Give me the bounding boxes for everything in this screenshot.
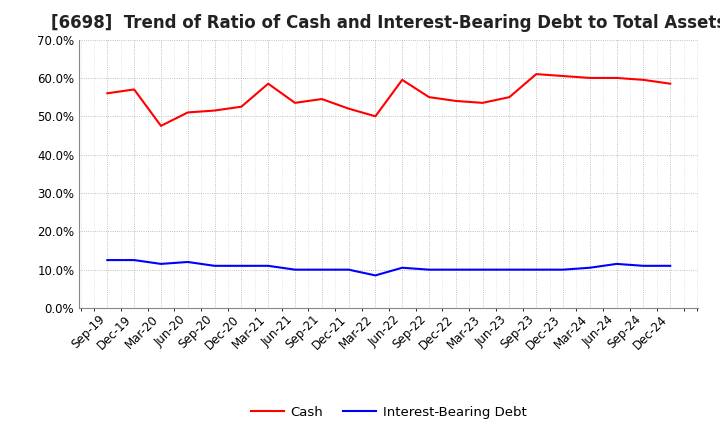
Cash xyxy=(425,95,433,100)
Cash xyxy=(371,114,379,119)
Interest-Bearing Debt xyxy=(451,267,460,272)
Interest-Bearing Debt xyxy=(585,265,594,270)
Interest-Bearing Debt xyxy=(532,267,541,272)
Cash xyxy=(585,75,594,81)
Interest-Bearing Debt xyxy=(666,263,675,268)
Interest-Bearing Debt xyxy=(130,257,138,263)
Cash xyxy=(532,71,541,77)
Interest-Bearing Debt xyxy=(505,267,514,272)
Interest-Bearing Debt xyxy=(478,267,487,272)
Cash xyxy=(184,110,192,115)
Cash xyxy=(344,106,353,111)
Interest-Bearing Debt xyxy=(291,267,300,272)
Interest-Bearing Debt xyxy=(612,261,621,267)
Interest-Bearing Debt xyxy=(184,259,192,264)
Legend: Cash, Interest-Bearing Debt: Cash, Interest-Bearing Debt xyxy=(246,400,532,424)
Interest-Bearing Debt xyxy=(344,267,353,272)
Cash xyxy=(291,100,300,106)
Cash xyxy=(478,100,487,106)
Interest-Bearing Debt xyxy=(425,267,433,272)
Interest-Bearing Debt xyxy=(398,265,407,270)
Cash xyxy=(666,81,675,86)
Interest-Bearing Debt xyxy=(103,257,112,263)
Title: [6698]  Trend of Ratio of Cash and Interest-Bearing Debt to Total Assets: [6698] Trend of Ratio of Cash and Intere… xyxy=(51,15,720,33)
Cash xyxy=(210,108,219,113)
Interest-Bearing Debt xyxy=(264,263,272,268)
Cash xyxy=(237,104,246,109)
Interest-Bearing Debt xyxy=(371,273,379,278)
Interest-Bearing Debt xyxy=(157,261,166,267)
Cash xyxy=(398,77,407,82)
Cash xyxy=(264,81,272,86)
Cash xyxy=(639,77,648,82)
Interest-Bearing Debt xyxy=(210,263,219,268)
Cash xyxy=(505,95,514,100)
Line: Cash: Cash xyxy=(107,74,670,126)
Line: Interest-Bearing Debt: Interest-Bearing Debt xyxy=(107,260,670,275)
Cash xyxy=(451,98,460,103)
Cash xyxy=(612,75,621,81)
Cash xyxy=(130,87,138,92)
Cash xyxy=(103,91,112,96)
Cash xyxy=(559,73,567,79)
Interest-Bearing Debt xyxy=(559,267,567,272)
Interest-Bearing Debt xyxy=(639,263,648,268)
Interest-Bearing Debt xyxy=(237,263,246,268)
Cash xyxy=(318,96,326,102)
Interest-Bearing Debt xyxy=(318,267,326,272)
Cash xyxy=(157,123,166,128)
